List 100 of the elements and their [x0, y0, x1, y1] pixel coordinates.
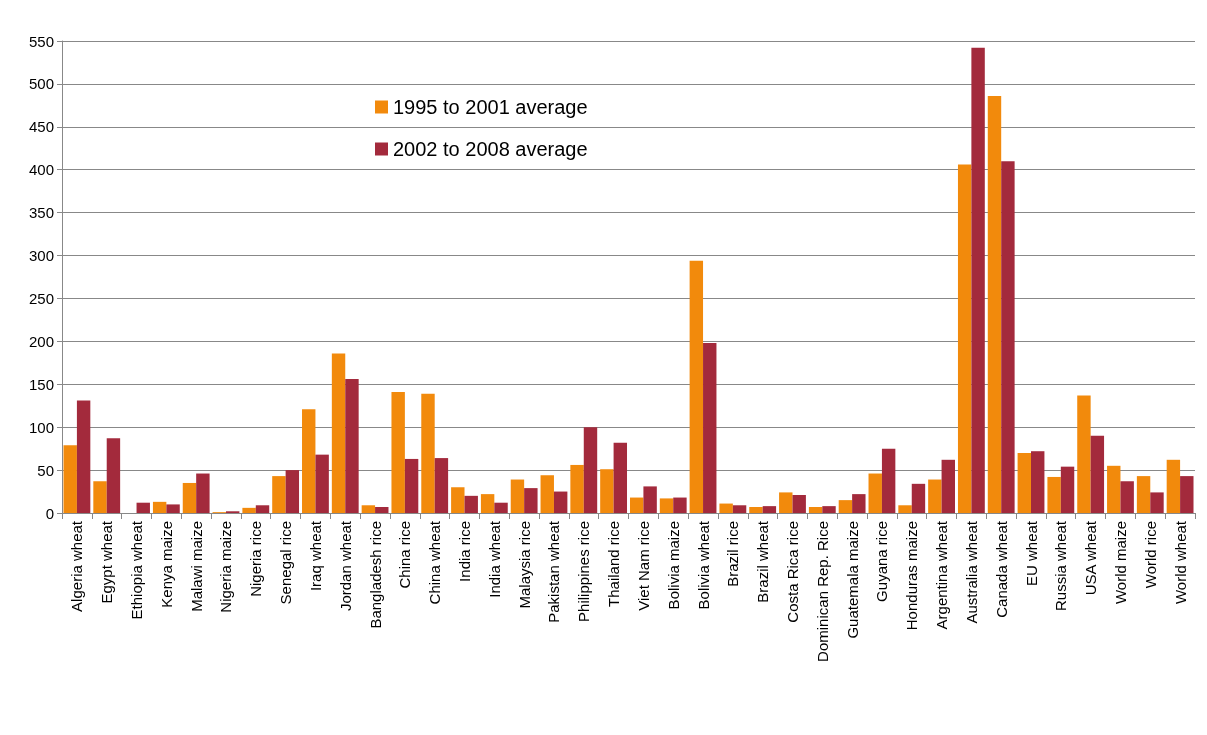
bar	[941, 459, 955, 513]
x-tick-label: Malawi maize	[187, 521, 205, 612]
x-tick-label: USA wheat	[1082, 520, 1100, 596]
x-tick-label: World maize	[1111, 521, 1129, 605]
x-tick-label: Egypt wheat	[98, 520, 116, 604]
bar	[524, 488, 538, 513]
x-tick-label: India rice	[456, 521, 474, 582]
bar	[762, 506, 777, 513]
x-tick-label: Canada wheat	[992, 520, 1010, 618]
bar	[659, 498, 674, 513]
bar	[451, 487, 465, 513]
y-tick-label: 500	[28, 75, 54, 93]
bar	[1150, 492, 1164, 513]
bar	[152, 501, 167, 513]
bar	[510, 479, 525, 513]
bar	[600, 469, 614, 513]
x-tick-label: Russia wheat	[1052, 520, 1070, 612]
y-tick-label: 300	[28, 247, 54, 265]
bar	[852, 494, 866, 513]
bar	[1060, 466, 1075, 513]
bar	[166, 504, 180, 513]
x-tick-label: Senegal rice	[277, 521, 295, 605]
bar	[838, 500, 853, 513]
bar	[703, 343, 717, 513]
x-tick-label: World wheat	[1171, 520, 1189, 605]
x-tick-label: Dominican Rep. Rice	[813, 521, 831, 662]
bar	[421, 393, 435, 513]
bar	[255, 505, 270, 513]
bar	[315, 454, 329, 513]
bar	[1077, 395, 1091, 513]
x-tick-label: Nigeria rice	[247, 521, 265, 597]
y-tick-label: 550	[28, 32, 54, 50]
legend-label: 1995 to 2001 average	[393, 96, 588, 118]
bar	[361, 505, 376, 513]
x-tick-label: Ethiopia wheat	[128, 520, 146, 620]
bar	[1136, 476, 1151, 513]
bar	[63, 445, 77, 513]
bar	[196, 473, 210, 513]
bar	[1031, 451, 1045, 513]
x-tick-label: Kenya maize	[157, 521, 175, 608]
bar	[1120, 481, 1134, 513]
bar	[464, 495, 478, 513]
bar	[345, 379, 359, 513]
y-tick-label: 450	[28, 118, 54, 136]
legend-label: 2002 to 2008 average	[393, 138, 588, 160]
x-tick-label: Nigeria maize	[217, 521, 235, 613]
y-tick-label: 50	[37, 461, 54, 479]
bar	[613, 442, 628, 513]
bar	[808, 506, 823, 513]
bar	[898, 505, 912, 513]
y-tick-label: 100	[28, 418, 54, 436]
y-tick-label: 250	[28, 289, 54, 307]
bar	[1001, 161, 1015, 513]
bar	[719, 503, 733, 513]
bar	[792, 494, 806, 513]
x-tick-label: Australia wheat	[962, 520, 980, 624]
bar	[1180, 476, 1194, 513]
x-tick-label: Brazil rice	[724, 521, 742, 587]
bar	[553, 491, 568, 513]
bar	[868, 473, 882, 513]
bar	[404, 458, 419, 513]
x-tick-label: Philippines rice	[575, 521, 593, 622]
bar	[480, 494, 495, 513]
x-tick-label: India wheat	[485, 520, 503, 598]
bar	[1047, 476, 1061, 513]
x-tick-label: Thailand rice	[605, 521, 623, 607]
y-tick-label: 200	[28, 332, 54, 350]
bar	[331, 353, 346, 513]
x-tick-label: Argentina wheat	[933, 520, 951, 630]
bar	[93, 481, 107, 513]
bar	[375, 506, 389, 513]
x-tick-label: EU wheat	[1022, 520, 1040, 587]
bar	[285, 470, 300, 513]
bar	[540, 475, 554, 513]
bar	[643, 486, 657, 513]
x-tick-label: Costa Rica rice	[783, 521, 801, 623]
y-tick-label: 0	[45, 504, 54, 522]
x-tick-label: Algeria wheat	[68, 520, 86, 612]
bar	[971, 47, 985, 513]
bar	[629, 497, 644, 513]
bar	[1090, 435, 1105, 513]
x-tick-label: Honduras maize	[903, 521, 921, 631]
bar	[242, 507, 256, 513]
bar	[673, 497, 687, 513]
bar	[732, 505, 747, 513]
bar	[1017, 452, 1032, 513]
bar	[987, 95, 1002, 513]
bar	[302, 409, 316, 513]
bar	[957, 164, 972, 513]
bar	[391, 392, 405, 513]
x-tick-label: Malaysia rice	[515, 521, 533, 609]
bar	[136, 502, 150, 513]
bar	[779, 492, 793, 513]
bar	[570, 464, 584, 513]
x-tick-label: Brazil wheat	[754, 520, 772, 603]
x-tick-label: Bolivia maize	[664, 521, 682, 610]
bar	[911, 483, 926, 513]
bar	[822, 506, 836, 513]
bar	[583, 427, 598, 513]
x-tick-label: China wheat	[426, 520, 444, 605]
